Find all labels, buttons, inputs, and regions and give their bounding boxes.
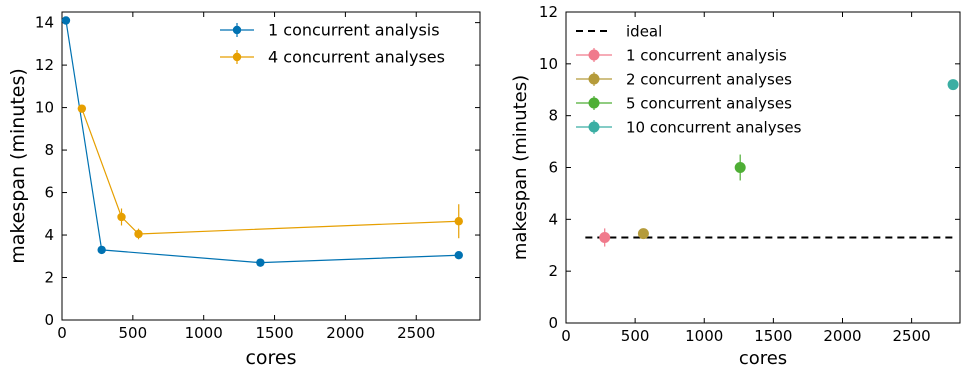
- x-tick-label: 2500: [397, 324, 435, 342]
- x-tick-label: 500: [119, 324, 148, 342]
- x-tick-label: 500: [621, 327, 650, 345]
- y-tick-label: 2: [44, 269, 54, 287]
- legend-item: 1 concurrent analysis: [220, 21, 440, 40]
- y-tick-label: 0: [548, 314, 558, 332]
- y-tick-label: 14: [35, 14, 54, 32]
- legend-item: 10 concurrent analyses: [576, 119, 802, 137]
- legend-label: 4 concurrent analyses: [268, 48, 445, 67]
- data-point: [599, 231, 611, 243]
- series-3: [734, 154, 746, 181]
- series-line: [81, 108, 459, 235]
- series-4: [947, 79, 959, 91]
- x-tick-label: 1000: [185, 324, 223, 342]
- legend-marker-swatch: [588, 121, 600, 133]
- legend: 1 concurrent analysis 4 concurrent analys…: [220, 21, 445, 67]
- chart-panel-2: 0 500 1000 1500 2000 2500 0 2 4 6 8 10 12 cores makesp…: [510, 3, 961, 369]
- legend-item: 1 concurrent analysis: [576, 47, 787, 65]
- data-point: [134, 229, 143, 239]
- series-1: [61, 16, 463, 267]
- y-tick-label: 12: [539, 3, 558, 21]
- data-point: [256, 258, 265, 267]
- legend-label: 1 concurrent analysis: [268, 21, 440, 40]
- x-tick-label: 2000: [326, 324, 364, 342]
- y-tick-label: 8: [548, 107, 558, 125]
- x-tick-label: 2500: [893, 327, 931, 345]
- legend: ideal 1 concurrent analysis 2 concurrent a…: [576, 23, 802, 137]
- legend-marker-swatch: [232, 52, 242, 62]
- plot-area-frame: [61, 11, 481, 321]
- legend-label: ideal: [626, 23, 662, 41]
- series-2: [637, 228, 649, 240]
- x-tick-label: 0: [57, 324, 67, 342]
- legend-label: 5 concurrent analyses: [626, 95, 792, 113]
- x-tick-label: 1500: [255, 324, 293, 342]
- data-point: [77, 104, 87, 113]
- y-tick-label: 4: [44, 226, 54, 244]
- data-point: [97, 245, 106, 255]
- legend-item: ideal: [576, 23, 662, 41]
- y-tick-label: 10: [35, 99, 54, 117]
- x-tick-label: 1000: [685, 327, 723, 345]
- legend-item: 4 concurrent analyses: [220, 48, 445, 67]
- y-tick-label: 8: [44, 141, 54, 159]
- y-tick-label: 6: [548, 159, 558, 177]
- chart-panel-1: 0 500 1000 1500 2000 2500 0 2 4 6 8 10 12 14 cores make…: [7, 11, 481, 369]
- series-2: [77, 104, 463, 240]
- legend-label: 10 concurrent analyses: [626, 119, 802, 137]
- legend-label: 2 concurrent analyses: [626, 71, 792, 89]
- y-tick-label: 6: [44, 184, 54, 202]
- series-line: [65, 20, 459, 264]
- data-point: [454, 217, 463, 226]
- data-point: [454, 251, 463, 260]
- data-point: [947, 79, 959, 91]
- legend-marker-swatch: [232, 25, 242, 35]
- y-axis-label: makespan (minutes): [510, 75, 531, 260]
- data-point: [61, 16, 71, 25]
- legend-label: 1 concurrent analysis: [626, 47, 787, 65]
- data-point: [637, 228, 649, 240]
- legend-marker-swatch: [588, 97, 600, 109]
- x-tick-label: 0: [561, 327, 571, 345]
- x-axis-label: cores: [245, 347, 296, 369]
- y-tick-label: 12: [35, 56, 54, 74]
- x-tick-label: 2000: [823, 327, 861, 345]
- data-point: [734, 162, 746, 173]
- legend-item: 2 concurrent analyses: [576, 71, 792, 89]
- y-tick-label: 2: [548, 262, 558, 280]
- x-axis-label: cores: [739, 348, 787, 369]
- y-tick-label: 0: [44, 311, 54, 329]
- legend-item: 5 concurrent analyses: [576, 95, 792, 113]
- x-tick-label: 1500: [754, 327, 792, 345]
- y-axis-label: makespan (minutes): [7, 68, 29, 264]
- y-tick-label: 10: [539, 55, 558, 73]
- data-point: [117, 212, 126, 222]
- series-1: [599, 228, 611, 247]
- legend-marker-swatch: [588, 49, 600, 61]
- y-tick-label: 4: [548, 210, 558, 228]
- legend-marker-swatch: [588, 73, 600, 85]
